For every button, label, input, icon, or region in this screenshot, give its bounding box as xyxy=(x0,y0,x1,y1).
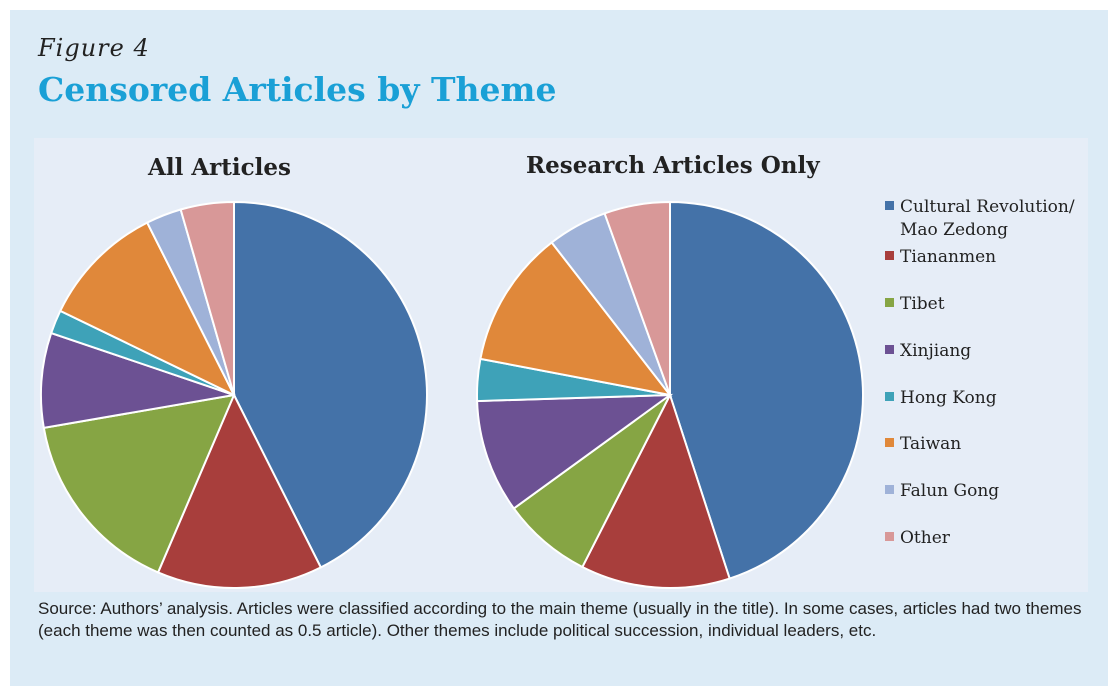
legend-item-taiwan: Taiwan xyxy=(885,433,961,456)
legend-label: Falun Gong xyxy=(900,481,1000,501)
pie1-slice-taiwan xyxy=(58,221,237,398)
legend-item-cultural-revolution: Cultural Revolution/ Mao Zedong xyxy=(885,196,1075,242)
legend-item-falun-gong: Falun Gong xyxy=(885,480,999,503)
legend-item-tiananmen: Tiananmen xyxy=(885,246,996,269)
legend-swatch xyxy=(885,485,894,494)
pie-title-all-articles: All Articles xyxy=(148,154,291,181)
pie2-slice-xinjiang xyxy=(476,393,674,510)
legend-swatch xyxy=(885,532,894,541)
legend-swatch xyxy=(885,392,894,401)
legend-swatch xyxy=(885,438,894,447)
legend-label: Xinjiang xyxy=(900,341,972,361)
legend-item-tibet: Tibet xyxy=(885,293,945,316)
source-note: Source: Authors’ analysis. Articles were… xyxy=(38,599,1082,640)
pie1-slice-tiananmen xyxy=(156,392,323,589)
legend-label: Other xyxy=(900,528,950,548)
legend-swatch xyxy=(885,251,894,260)
legend-label: Cultural Revolution/ Mao Zedong xyxy=(900,197,1075,240)
legend-item-other: Other xyxy=(885,527,950,550)
legend-label: Tiananmen xyxy=(900,247,997,267)
legend-swatch xyxy=(885,201,894,210)
pie1-slice-tibet xyxy=(42,393,236,574)
chart-area: All Articles Research Articles Only Cult… xyxy=(34,138,1088,592)
legend-label: Taiwan xyxy=(900,434,962,454)
figure-title: Censored Articles by Theme xyxy=(38,70,557,109)
pie1-slice-other xyxy=(179,200,235,396)
pie1-slice-xinjiang xyxy=(40,331,235,430)
pie2-slice-other xyxy=(603,200,671,396)
pie1-slice-cultural-revolution xyxy=(233,200,428,569)
pie-title-research-articles: Research Articles Only xyxy=(526,152,820,179)
pie2-slice-taiwan xyxy=(479,241,673,397)
pie-charts xyxy=(40,200,864,589)
pie2-slice-cultural-revolution xyxy=(669,200,864,580)
figure-panel: Figure 4 Censored Articles by Theme All … xyxy=(10,10,1108,686)
legend-item-hong-kong: Hong Kong xyxy=(885,387,997,410)
legend-item-xinjiang: Xinjiang xyxy=(885,340,971,363)
legend-label: Tibet xyxy=(900,294,945,314)
figure-label: Figure 4 xyxy=(38,34,150,62)
legend-swatch xyxy=(885,345,894,354)
legend-swatch xyxy=(885,298,894,307)
legend-label: Hong Kong xyxy=(900,388,997,408)
pie2-slice-tiananmen xyxy=(581,392,731,589)
